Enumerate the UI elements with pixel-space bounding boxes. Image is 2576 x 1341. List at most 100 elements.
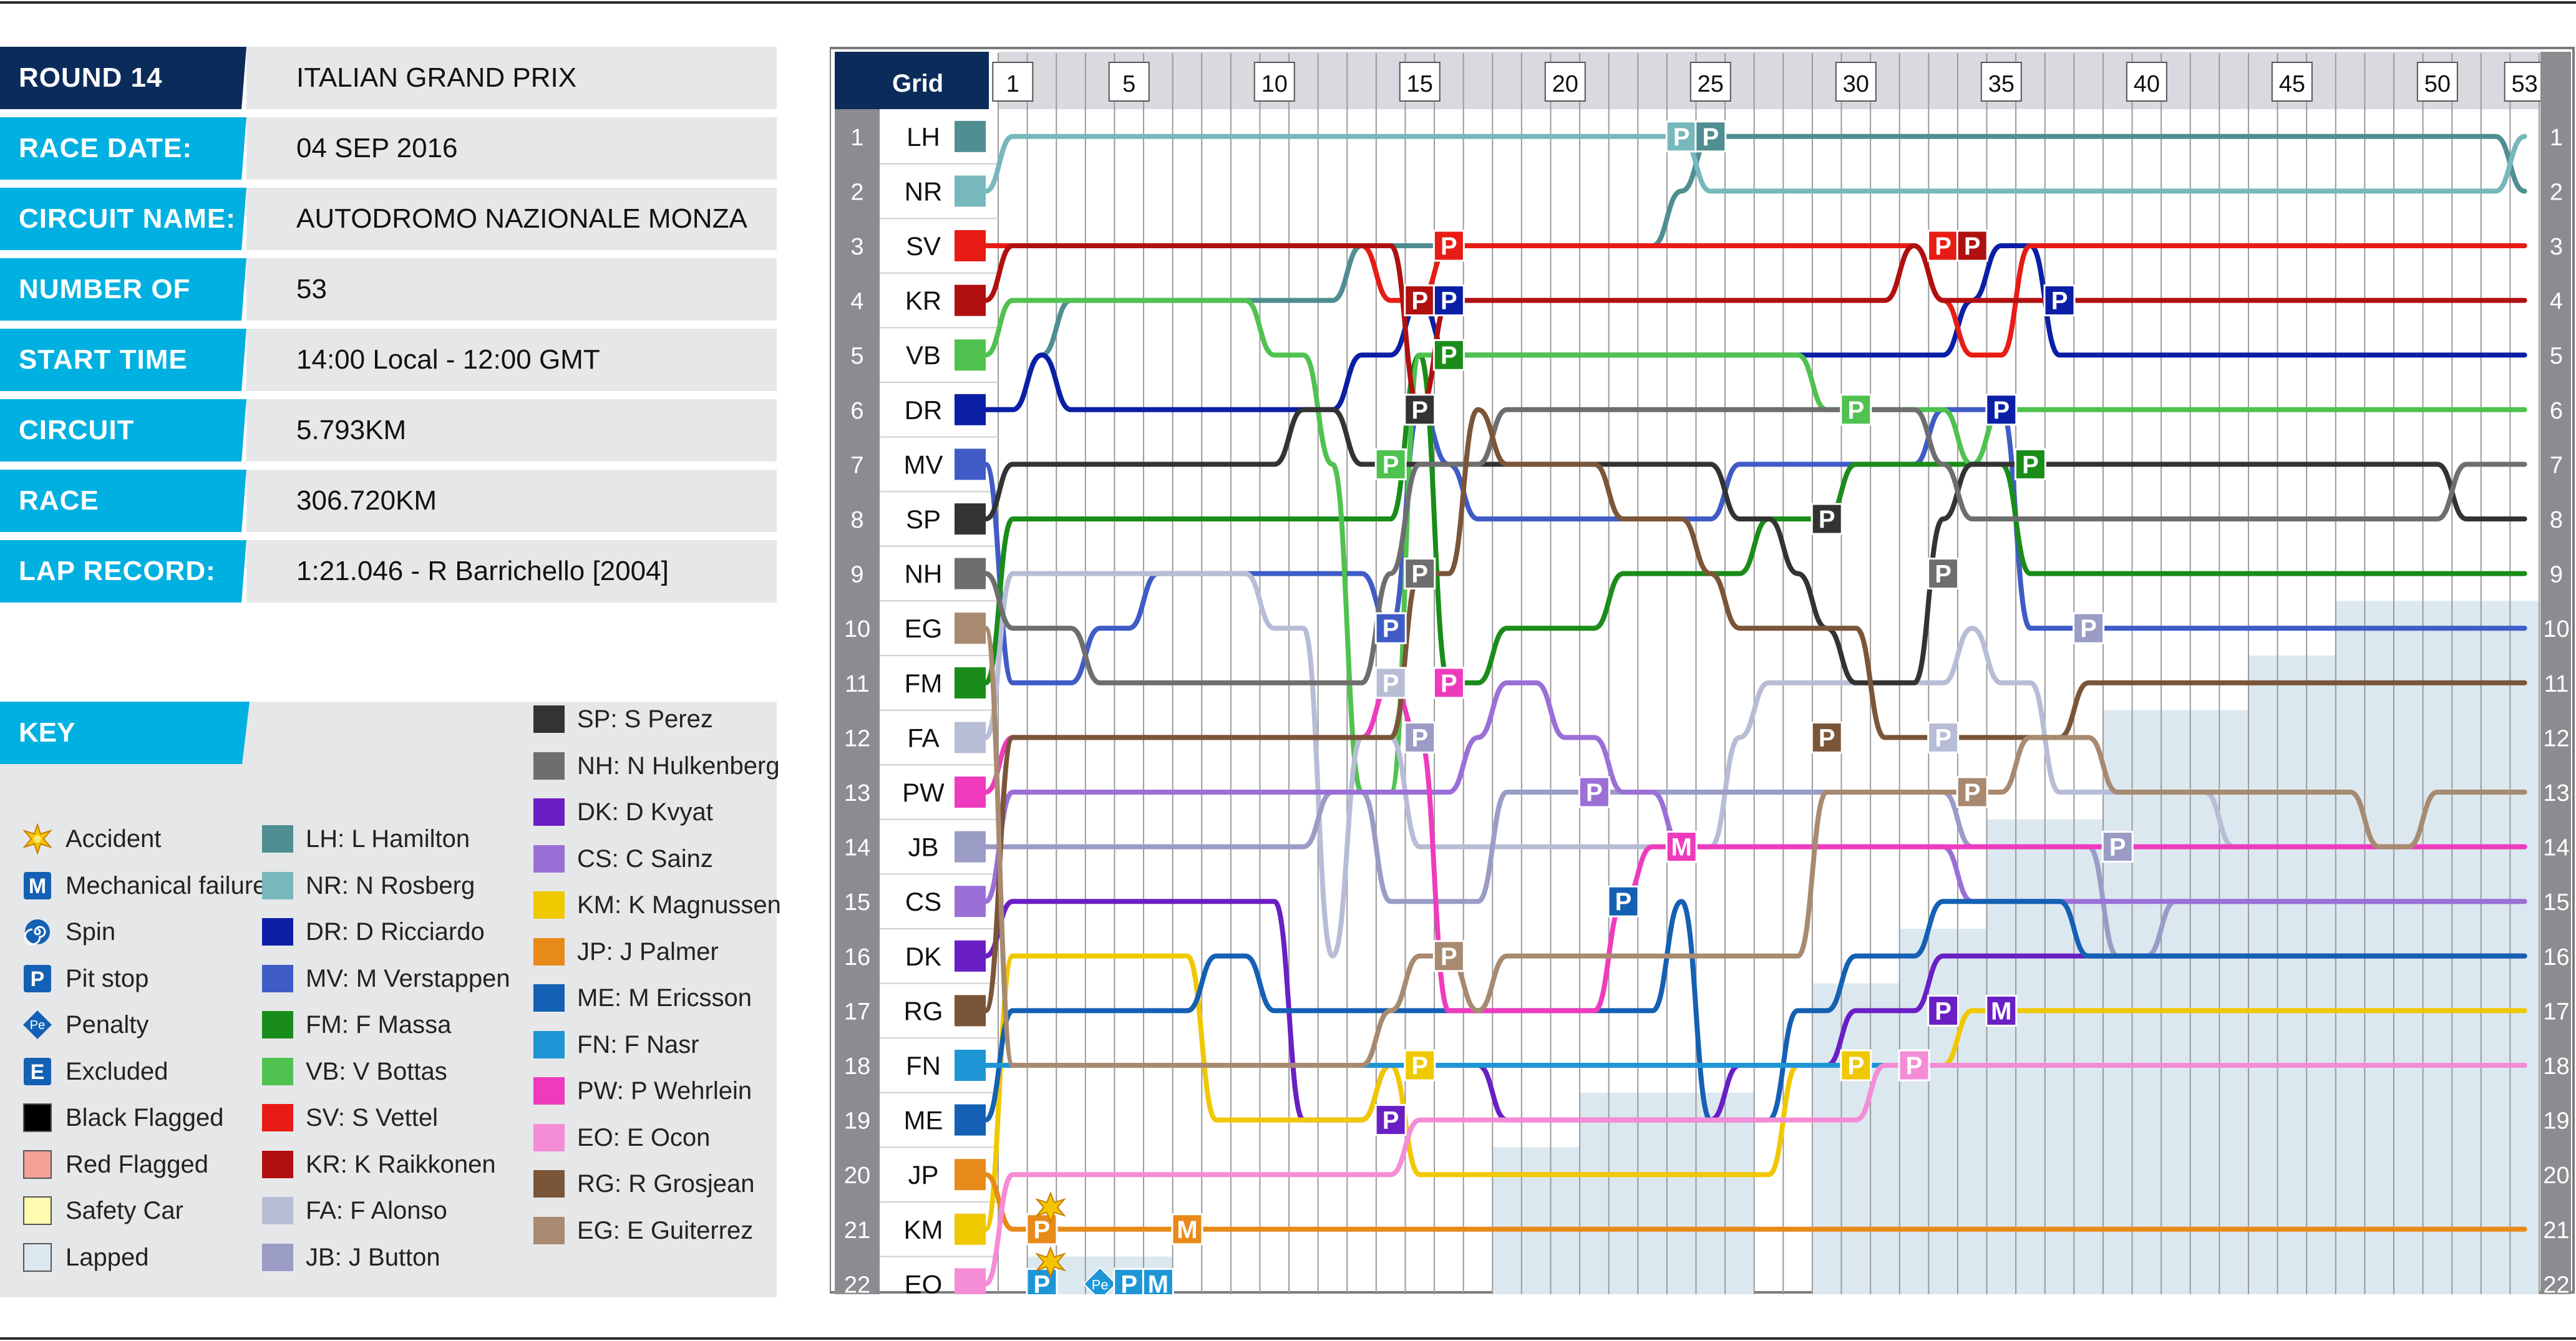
key-symbol-label: Spin bbox=[66, 918, 116, 946]
info-row: CIRCUIT NAME: AUTODROMO NAZIONALE MONZA bbox=[0, 188, 777, 250]
key-driver-label: LH: L Hamilton bbox=[306, 825, 470, 853]
pit-stop-marker-label: P bbox=[1906, 1052, 1923, 1080]
pit-stop-marker bbox=[1927, 721, 1960, 753]
grid-driver-label: LH bbox=[906, 122, 940, 152]
grid-driver-swatch bbox=[955, 175, 986, 207]
position-number-left: 11 bbox=[845, 671, 869, 697]
red-flag-icon bbox=[23, 1150, 52, 1179]
driver-line-nh bbox=[983, 407, 2527, 685]
info-row: RACE DATE: 04 SEP 2016 bbox=[0, 117, 777, 180]
position-number-right: 10 bbox=[2543, 616, 2569, 642]
grid-driver-label: PW bbox=[902, 778, 945, 807]
pit-stop-marker bbox=[1898, 1049, 1930, 1082]
driver-line-kr bbox=[983, 243, 2527, 412]
pit-stop-marker-label: P bbox=[1935, 724, 1951, 752]
position-number-left: 15 bbox=[844, 889, 870, 916]
key-driver-label: MV: M Verstappen bbox=[306, 964, 510, 992]
driver-color-swatch bbox=[262, 1243, 293, 1271]
safety-car-icon bbox=[23, 1196, 52, 1225]
grid-driver-label: FN bbox=[906, 1051, 941, 1080]
black-flag-icon bbox=[23, 1103, 52, 1132]
key-driver-label: NH: N Hulkenberg bbox=[577, 752, 780, 780]
grid-driver-label: DR bbox=[905, 395, 943, 425]
position-number-right: 4 bbox=[2550, 289, 2563, 315]
lap-tick-label: 5 bbox=[1122, 71, 1135, 97]
driver-color-swatch bbox=[533, 984, 565, 1012]
key-driver-label: DR: D Ricciardo bbox=[306, 918, 485, 946]
grid-driver-label: DK bbox=[905, 942, 941, 971]
grid-driver-swatch bbox=[955, 284, 986, 316]
position-number-left: 3 bbox=[850, 234, 863, 260]
position-number-right: 20 bbox=[2543, 1163, 2569, 1189]
key-driver-label: FM: F Massa bbox=[306, 1011, 452, 1038]
excluded-icon: E bbox=[24, 1057, 51, 1085]
pit-stop-marker-label: P bbox=[1120, 1271, 1137, 1294]
pit-stop-marker bbox=[1374, 667, 1407, 699]
pit-stop-marker bbox=[1404, 284, 1436, 317]
position-number-right: 14 bbox=[2543, 835, 2569, 861]
position-number-left: 17 bbox=[844, 999, 870, 1025]
position-column-right bbox=[2540, 52, 2571, 1294]
lap-tick-label: 40 bbox=[2134, 71, 2160, 97]
info-value: 14:00 Local - 12:00 GMT bbox=[246, 329, 777, 391]
position-number-left: 22 bbox=[844, 1272, 870, 1294]
pit-stop-marker bbox=[1840, 1049, 1872, 1082]
position-number-left: 18 bbox=[844, 1053, 870, 1080]
pit-stop-marker-label: P bbox=[1383, 451, 1399, 478]
info-row: NUMBER OF LAPS:53 bbox=[0, 258, 777, 321]
position-number-right: 9 bbox=[2550, 562, 2563, 588]
position-number-right: 16 bbox=[2543, 944, 2569, 971]
key-driver-label: JB: J Button bbox=[306, 1243, 440, 1271]
key-driver-label: SV: S Vettel bbox=[306, 1104, 438, 1131]
position-number-right: 21 bbox=[2543, 1218, 2569, 1244]
driver-color-swatch bbox=[262, 1150, 293, 1178]
info-value: 1:21.046 - R Barrichello [2004] bbox=[246, 540, 777, 603]
bottom-rule bbox=[0, 1337, 2576, 1340]
key-driver-label: EG: E Guiterrez bbox=[577, 1216, 754, 1244]
grid-driver-label: FA bbox=[907, 723, 939, 752]
lap-tick-box bbox=[2271, 62, 2313, 102]
grid-driver-swatch bbox=[955, 120, 986, 152]
lap-tick-box bbox=[2416, 62, 2458, 102]
accident-marker bbox=[1034, 1191, 1066, 1224]
key-symbol-label: Penalty bbox=[66, 1011, 149, 1038]
lap-tick-box bbox=[992, 62, 1034, 102]
mechanical-failure-marker bbox=[1171, 1213, 1203, 1246]
driver-color-swatch bbox=[533, 1170, 565, 1198]
pit-stop-marker-label: P bbox=[1383, 1107, 1399, 1135]
position-number-right: 13 bbox=[2543, 780, 2569, 806]
driver-line-jp bbox=[983, 1172, 2527, 1232]
grid-driver-label: EG bbox=[905, 614, 943, 643]
info-label: CIRCUIT LENGTH: bbox=[0, 399, 246, 462]
driver-color-swatch bbox=[262, 1011, 293, 1038]
key-driver-label: DK: D Kvyat bbox=[577, 798, 713, 826]
key-driver-label: KR: K Raikkonen bbox=[306, 1150, 496, 1178]
pit-stop-marker bbox=[1985, 394, 2018, 426]
grid-driver-swatch bbox=[955, 995, 986, 1027]
info-label: LAP RECORD: bbox=[0, 540, 246, 603]
pit-stop-marker bbox=[1432, 667, 1465, 699]
grid-driver-label: NR bbox=[905, 177, 943, 206]
grid-driver-label: VB bbox=[906, 341, 941, 370]
pit-stop-marker bbox=[1927, 558, 1960, 590]
pit-stop-marker bbox=[1810, 721, 1843, 753]
pit-stop-marker-label: P bbox=[1673, 123, 1690, 151]
driver-color-swatch bbox=[533, 752, 565, 780]
lap-tick-box bbox=[1108, 62, 1150, 102]
lap-tick-label: 30 bbox=[1843, 71, 1869, 97]
position-number-right: 6 bbox=[2550, 398, 2563, 424]
grid-driver-swatch bbox=[955, 339, 986, 371]
position-number-left: 8 bbox=[850, 507, 863, 533]
pit-stop-marker-label: P bbox=[1441, 233, 1457, 260]
key-symbol-label: Mechanical failure bbox=[66, 871, 267, 899]
driver-color-swatch bbox=[533, 937, 565, 966]
pit-stop-marker bbox=[1404, 1049, 1436, 1082]
pit-stop-icon: P bbox=[24, 964, 51, 992]
driver-line-eo bbox=[983, 1063, 2527, 1287]
pit-stop-marker-label: P bbox=[1935, 561, 1951, 588]
pit-stop-marker bbox=[1404, 558, 1436, 590]
driver-line-eg bbox=[983, 626, 2527, 1068]
grid-header-corner bbox=[835, 52, 880, 109]
pit-stop-marker-label: P bbox=[1847, 397, 1864, 424]
grid-driver-swatch bbox=[955, 777, 986, 808]
